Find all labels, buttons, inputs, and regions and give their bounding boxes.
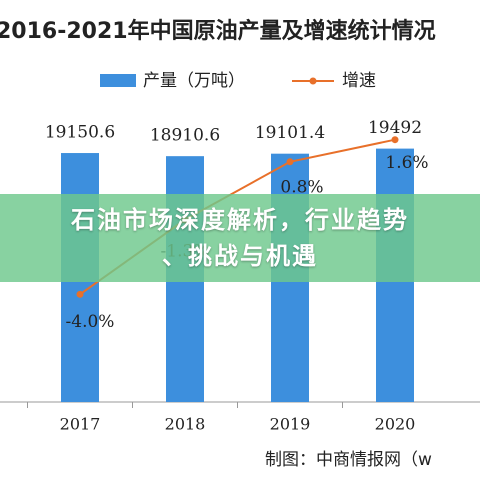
legend-swatch (100, 74, 136, 87)
legend-swatch (309, 77, 317, 85)
line-value-label: 0.8% (280, 177, 323, 197)
bar-value-label: 19150.6 (45, 123, 115, 143)
bar-value-label: 19101.4 (255, 123, 325, 143)
line-value-label: 1.6% (385, 153, 428, 173)
banner: 石油市场深度解析，行业趋势 、挑战与机遇 (0, 194, 480, 282)
x-tick-label: 2017 (60, 415, 101, 434)
x-tick-label: 2020 (375, 415, 416, 434)
bar-value-label: 18910.6 (150, 126, 220, 146)
legend-label: 增速 (342, 71, 376, 91)
line-value-label: -4.0% (66, 312, 115, 332)
x-tick-label: 2019 (270, 415, 311, 434)
source: 制图：中商情报网（w (265, 450, 432, 470)
legend-label: 产量（万吨） (143, 71, 245, 91)
line-point (76, 290, 84, 298)
line-point (391, 136, 399, 144)
line-point (286, 158, 294, 166)
banner-line: 、挑战与机遇 (162, 242, 318, 270)
x-tick-label: 2018 (165, 415, 206, 434)
bar-value-label: 19492 (368, 118, 422, 138)
chart-title: 2016-2021年中国原油产量及增速统计情况 (0, 18, 436, 44)
banner-line: 石油市场深度解析，行业趋势 (71, 206, 409, 234)
